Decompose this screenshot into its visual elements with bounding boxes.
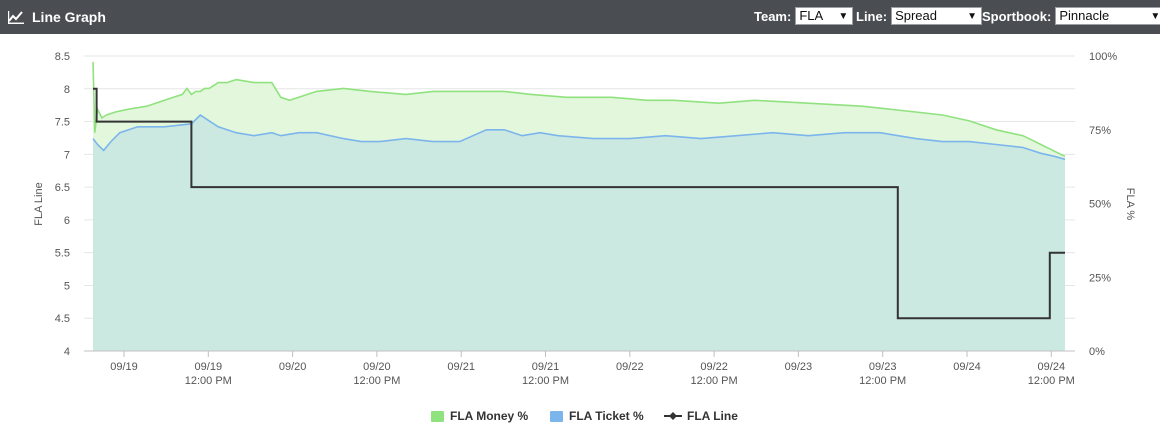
x-tick-label: 09/23 xyxy=(869,361,897,373)
x-tick-label: 09/21 xyxy=(447,361,475,373)
y-tick-label-left: 4 xyxy=(64,346,70,358)
x-tick-label: 09/22 xyxy=(700,361,728,373)
page-title: Line Graph xyxy=(32,9,106,25)
x-tick-label-time: 12:00 PM xyxy=(185,375,232,387)
y-tick-label-right: 100% xyxy=(1089,51,1117,63)
y-axis-title-right: FLA % xyxy=(1124,188,1136,221)
sportsbook-select-value: Pinnacle xyxy=(1059,8,1110,23)
y-tick-label-left: 5.5 xyxy=(55,248,70,260)
x-tick-label-time: 12:00 PM xyxy=(1028,375,1075,387)
x-tick-label: 09/19 xyxy=(195,361,223,373)
y-tick-label-right: 75% xyxy=(1089,125,1111,137)
chart-header: Line Graph Team: FLA ▼ Line: Spread ▼ Sp… xyxy=(0,0,1160,34)
ticket-area xyxy=(93,115,1065,351)
team-control: Team: FLA ▼ xyxy=(754,7,854,25)
x-tick-label: 09/20 xyxy=(279,361,307,373)
chevron-down-icon: ▼ xyxy=(838,11,849,22)
x-tick-label: 09/22 xyxy=(616,361,644,373)
x-tick-label: 09/23 xyxy=(785,361,813,373)
y-tick-label-left: 7 xyxy=(64,149,70,161)
legend-swatch-money xyxy=(431,410,444,422)
ticket-line xyxy=(92,113,1066,161)
legend-item-line[interactable]: FLA Line xyxy=(664,409,738,423)
y-tick-label-left: 7.5 xyxy=(55,117,70,129)
title-wrap: Line Graph xyxy=(8,0,106,34)
legend-label-money: FLA Money % xyxy=(450,409,529,423)
x-tick-label: 09/21 xyxy=(532,361,560,373)
sportsbook-label: Sportbook: xyxy=(982,8,1052,24)
legend-item-ticket[interactable]: FLA Ticket % xyxy=(550,409,644,423)
legend-line-marker-icon xyxy=(664,412,682,420)
y-tick-label-left: 6 xyxy=(64,215,70,227)
line-select-value: Spread xyxy=(895,8,937,23)
x-tick-label-time: 12:00 PM xyxy=(353,375,400,387)
chart-legend: FLA Money % FLA Ticket % FLA Line xyxy=(0,409,1160,423)
x-tick-label-time: 12:00 PM xyxy=(691,375,738,387)
y-tick-label-left: 8 xyxy=(64,84,70,96)
x-tick-label: 09/19 xyxy=(110,361,138,373)
x-tick-label-time: 12:00 PM xyxy=(522,375,569,387)
money-line xyxy=(92,61,1066,158)
line-control: Line: Spread ▼ xyxy=(856,7,983,25)
line-label: Line: xyxy=(856,8,888,24)
legend-swatch-ticket xyxy=(550,410,563,422)
team-select-value: FLA xyxy=(799,8,824,23)
chart-svg: 8.5 8 7.5 7 6.5 6 5.5 5 4.5 4 100% 75% 50% 25% 0% 09/19… xyxy=(33,51,1136,387)
chevron-down-icon: ▼ xyxy=(1150,11,1160,22)
team-label: Team: xyxy=(754,8,792,24)
y-tick-label-left: 4.5 xyxy=(55,313,70,325)
legend-label-line: FLA Line xyxy=(687,409,738,423)
y-tick-label-right: 0% xyxy=(1089,346,1105,358)
team-select[interactable]: FLA ▼ xyxy=(795,7,854,25)
chevron-down-icon: ▼ xyxy=(967,11,978,22)
y-tick-label-left: 8.5 xyxy=(55,51,70,63)
series-layer xyxy=(92,61,1066,352)
x-tick-label-time: 12:00 PM xyxy=(859,375,906,387)
y-axis-title-left: FLA Line xyxy=(33,182,45,225)
y-tick-label-right: 25% xyxy=(1089,272,1111,284)
line-chart: 8.5 8 7.5 7 6.5 6 5.5 5 4.5 4 100% 75% 50% 25% 0% 09/19… xyxy=(0,34,1160,426)
legend-item-money[interactable]: FLA Money % xyxy=(431,409,528,423)
sportsbook-control: Sportbook: Pinnacle ▼ xyxy=(982,7,1160,25)
legend-label-ticket: FLA Ticket % xyxy=(569,409,644,423)
y-tick-label-left: 6.5 xyxy=(55,182,70,194)
y-tick-label-left: 5 xyxy=(64,280,70,292)
line-select[interactable]: Spread ▼ xyxy=(891,7,983,25)
x-tick-label: 09/24 xyxy=(1038,361,1066,373)
sportsbook-select[interactable]: Pinnacle ▼ xyxy=(1055,7,1160,25)
line-graph-icon xyxy=(8,11,24,24)
x-tick-label: 09/20 xyxy=(363,361,391,373)
axis-layer: 8.5 8 7.5 7 6.5 6 5.5 5 4.5 4 100% 75% 50% 25% 0% 09/19… xyxy=(33,51,1136,387)
fla-line-series xyxy=(93,87,1065,320)
x-tick-label: 09/24 xyxy=(953,361,981,373)
y-tick-label-right: 50% xyxy=(1089,199,1111,211)
